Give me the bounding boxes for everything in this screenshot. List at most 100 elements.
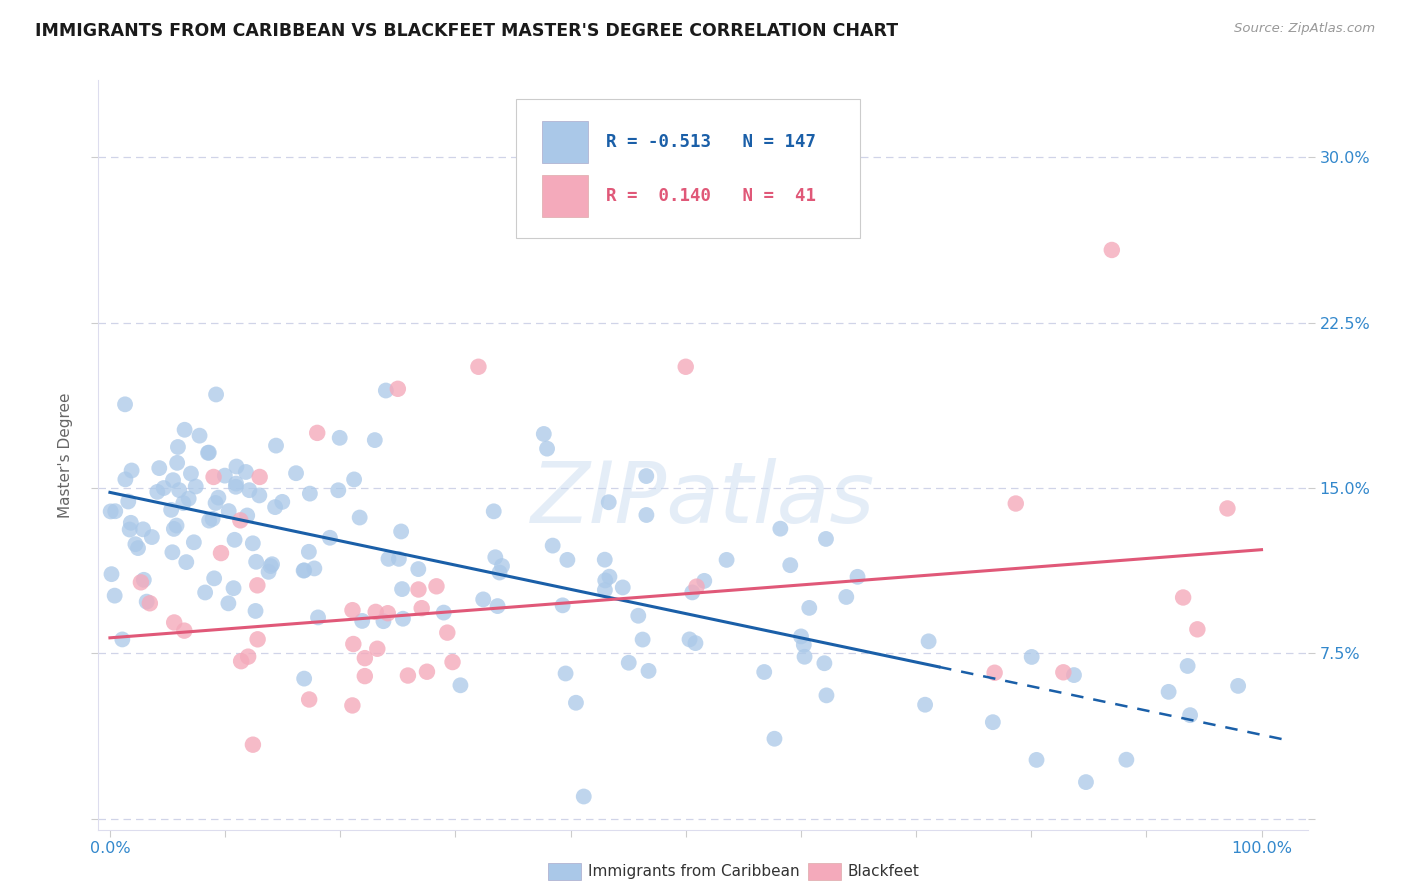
Point [292,564,315,578]
Point [236,508,259,523]
Point [264,439,287,453]
Point [425,579,447,593]
Point [572,789,595,804]
Point [1177,659,1199,673]
Point [343,472,366,486]
Point [209,546,232,560]
Point [167,440,190,454]
Point [238,483,260,498]
Point [349,510,371,524]
Point [612,581,634,595]
Point [285,466,308,480]
Point [162,473,184,487]
Point [675,359,697,374]
Point [242,738,264,752]
Point [124,537,146,551]
Point [236,649,259,664]
Point [637,664,659,678]
Point [180,467,202,481]
Point [235,465,257,479]
Point [198,445,221,459]
Point [148,461,170,475]
Point [198,514,221,528]
Point [813,657,835,671]
Point [593,552,616,566]
Point [472,592,495,607]
Point [389,524,412,539]
Point [298,545,321,559]
Point [391,582,413,596]
Point [342,698,364,713]
Point [387,382,409,396]
FancyBboxPatch shape [516,99,860,237]
Point [554,666,576,681]
Point [104,589,127,603]
Point [183,535,205,549]
Point [411,601,433,615]
Point [533,427,555,442]
Point [120,516,142,530]
Point [914,698,936,712]
Point [1063,668,1085,682]
Point [693,574,716,588]
FancyBboxPatch shape [543,121,588,162]
Text: IMMIGRANTS FROM CARIBBEAN VS BLACKFEET MASTER'S DEGREE CORRELATION CHART: IMMIGRANTS FROM CARIBBEAN VS BLACKFEET M… [35,22,898,40]
Point [163,615,186,630]
Point [163,522,186,536]
Point [260,559,283,574]
Point [983,665,1005,680]
Point [141,530,163,544]
Point [598,569,620,583]
Point [636,469,658,483]
Point [152,481,174,495]
Point [685,636,707,650]
Point [242,536,264,550]
Text: Immigrants from Caribbean: Immigrants from Caribbean [588,864,800,879]
Point [166,456,188,470]
Point [298,692,321,706]
Point [793,638,815,652]
Point [245,604,267,618]
Point [271,495,294,509]
Point [484,550,506,565]
Point [304,561,326,575]
Point [292,672,315,686]
Point [329,431,352,445]
Point [416,665,439,679]
Point [814,532,837,546]
Y-axis label: Master's Degree: Master's Degree [58,392,73,517]
Point [769,522,792,536]
Point [408,562,430,576]
Point [388,552,411,566]
Point [449,678,471,692]
Point [352,614,374,628]
Point [127,541,149,555]
Point [173,624,195,638]
Point [207,491,229,505]
Text: Blackfeet: Blackfeet [848,864,920,879]
Point [307,610,329,624]
Point [104,504,127,518]
Point [436,625,458,640]
Point [681,585,703,599]
Point [1178,708,1201,723]
Point [536,442,558,456]
Point [377,552,399,566]
FancyBboxPatch shape [543,176,588,217]
Point [118,523,141,537]
Point [627,608,650,623]
Point [1025,753,1047,767]
Point [342,603,364,617]
Point [636,508,658,522]
Point [247,488,270,502]
Point [377,606,399,620]
Point [204,496,226,510]
Point [557,553,579,567]
Point [217,596,239,610]
Point [799,600,821,615]
Point [225,480,247,494]
Point [790,629,813,643]
Point [111,632,134,647]
Point [1074,775,1097,789]
Point [202,470,225,484]
